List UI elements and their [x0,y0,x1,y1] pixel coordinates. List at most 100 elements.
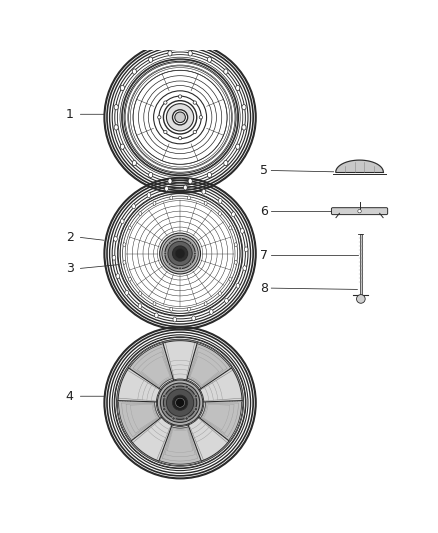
Ellipse shape [207,172,212,177]
Circle shape [160,383,200,422]
Ellipse shape [139,212,141,216]
Ellipse shape [132,204,135,209]
Ellipse shape [170,307,173,311]
Polygon shape [187,344,230,388]
Circle shape [164,101,167,104]
Ellipse shape [112,255,116,260]
Ellipse shape [234,261,237,264]
Circle shape [172,417,175,420]
Ellipse shape [153,201,156,205]
Text: 3: 3 [66,262,74,275]
Circle shape [159,233,201,274]
Ellipse shape [155,313,158,318]
Ellipse shape [138,304,142,309]
Ellipse shape [242,104,246,110]
Circle shape [166,389,194,416]
FancyBboxPatch shape [332,208,388,215]
Circle shape [178,95,182,98]
Circle shape [193,131,197,134]
Ellipse shape [120,144,124,149]
Ellipse shape [236,85,240,91]
Ellipse shape [232,212,235,217]
Circle shape [179,267,181,270]
Ellipse shape [173,317,177,322]
Ellipse shape [148,57,153,62]
Ellipse shape [236,144,240,149]
Ellipse shape [188,51,192,56]
Ellipse shape [219,292,221,295]
Polygon shape [191,419,229,461]
Circle shape [194,394,198,398]
Text: 7: 7 [261,249,268,262]
Ellipse shape [219,212,221,216]
Ellipse shape [153,302,156,306]
Circle shape [117,339,244,466]
Ellipse shape [188,179,192,184]
Ellipse shape [187,196,191,200]
Ellipse shape [242,125,246,130]
Ellipse shape [125,290,128,295]
Circle shape [178,136,182,140]
Ellipse shape [168,179,172,184]
Circle shape [194,252,196,255]
Circle shape [189,263,192,265]
Text: 8: 8 [261,281,268,295]
Text: 5: 5 [261,164,268,177]
Ellipse shape [114,104,118,110]
Ellipse shape [114,237,117,241]
Circle shape [165,238,195,269]
Circle shape [173,246,187,261]
Ellipse shape [132,69,136,74]
Ellipse shape [224,160,228,166]
Polygon shape [119,402,160,440]
Circle shape [175,248,185,259]
Ellipse shape [244,247,248,252]
Ellipse shape [128,226,131,230]
Text: 1: 1 [66,108,74,121]
Circle shape [193,101,197,104]
Circle shape [168,242,171,245]
Ellipse shape [147,192,151,198]
Circle shape [164,131,167,134]
Circle shape [162,408,166,411]
Ellipse shape [123,261,126,264]
Ellipse shape [116,273,120,279]
Polygon shape [163,341,197,379]
Text: 2: 2 [66,231,74,244]
Ellipse shape [204,201,207,205]
Ellipse shape [123,243,126,247]
Polygon shape [201,368,242,401]
Circle shape [162,236,198,272]
Ellipse shape [204,302,207,306]
Circle shape [166,104,194,131]
Ellipse shape [225,298,228,303]
Polygon shape [118,368,159,401]
Circle shape [168,263,171,265]
Ellipse shape [234,243,237,247]
Ellipse shape [219,198,222,203]
Circle shape [173,395,187,410]
Ellipse shape [184,185,187,190]
Circle shape [357,295,365,303]
Circle shape [164,252,167,255]
Polygon shape [130,344,173,388]
Polygon shape [131,419,170,461]
Ellipse shape [240,229,244,233]
Ellipse shape [187,307,191,311]
Ellipse shape [165,186,168,191]
Circle shape [157,380,203,425]
Circle shape [162,394,166,398]
Ellipse shape [114,125,118,130]
Circle shape [172,385,175,389]
Ellipse shape [207,57,212,62]
Circle shape [175,112,185,123]
Polygon shape [336,160,383,172]
Circle shape [185,385,188,389]
Polygon shape [160,427,200,464]
Polygon shape [201,402,241,440]
Ellipse shape [139,292,141,295]
Ellipse shape [120,219,124,224]
Ellipse shape [229,226,232,230]
Text: 4: 4 [66,390,74,403]
Circle shape [173,110,187,125]
